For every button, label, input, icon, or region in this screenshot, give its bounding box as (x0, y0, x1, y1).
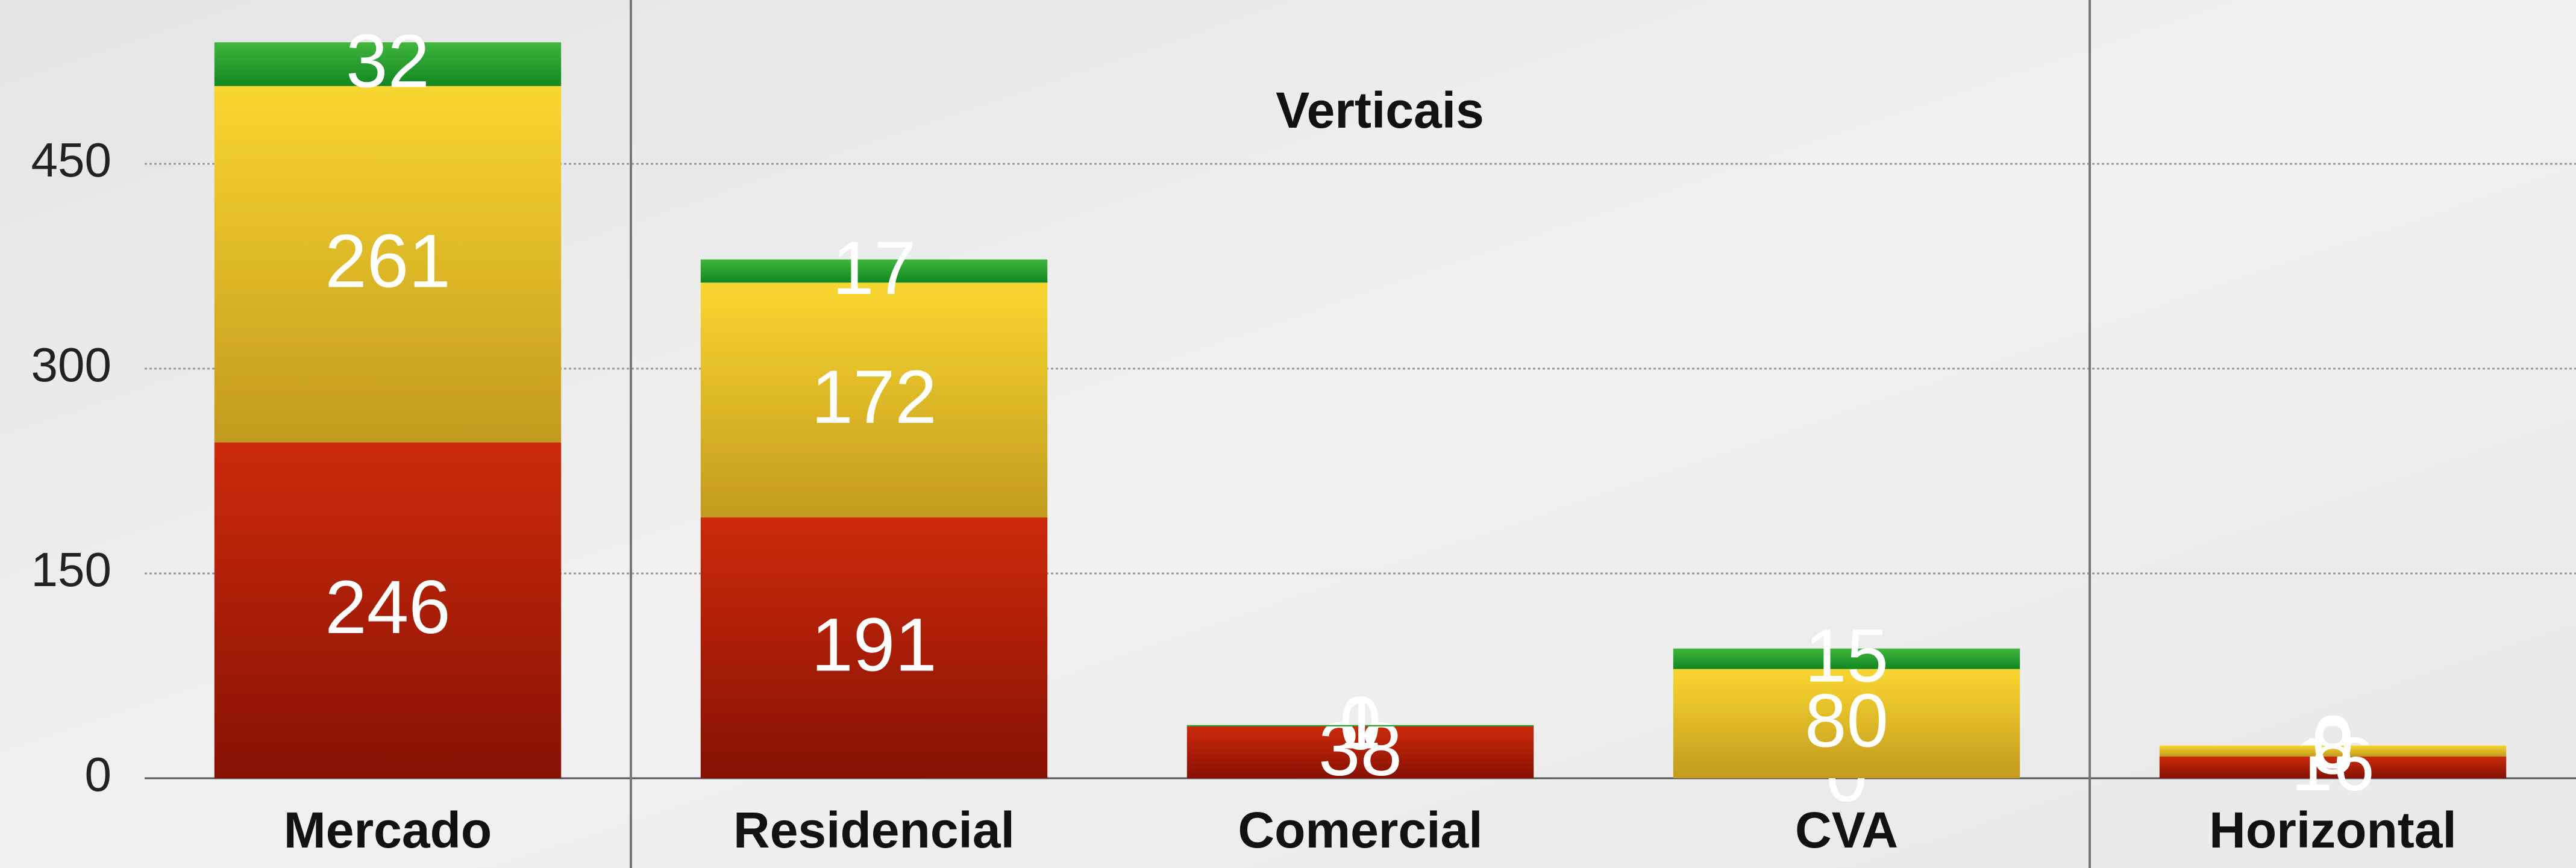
y-tick-label: 450 (31, 133, 111, 187)
bar-segment (1186, 725, 1534, 726)
bar-segment (214, 442, 562, 778)
value-label: 15 (1805, 614, 1888, 698)
value-label: 16 (2291, 723, 2375, 807)
bar-segment (2159, 756, 2507, 778)
x-tick-label: Mercado (284, 802, 492, 858)
value-label: 80 (1805, 679, 1888, 763)
value-label: 191 (811, 604, 937, 687)
y-tick-label: 300 (31, 338, 111, 392)
value-label: 32 (346, 20, 430, 104)
bar-segment (1186, 726, 1534, 778)
bar-segment (1673, 648, 2020, 669)
bar-segment (700, 283, 1048, 518)
value-label: 261 (325, 220, 451, 304)
bar-segment (1673, 669, 2020, 778)
value-label: 38 (1318, 708, 1402, 792)
x-tick-label: Comercial (1238, 802, 1482, 858)
y-tick-label: 0 (85, 748, 112, 801)
x-tick-label: Residencial (733, 802, 1015, 858)
bar-segment (700, 259, 1048, 283)
value-label: 1 (1340, 681, 1382, 765)
value-label: 0 (1340, 682, 1382, 766)
x-tick-label: Horizontal (2209, 802, 2457, 858)
value-label: 246 (325, 566, 451, 649)
value-label: 17 (832, 226, 916, 310)
annotation: Verticais (1276, 82, 1484, 139)
value-label: 0 (2312, 701, 2354, 785)
bar-segment (214, 86, 562, 443)
value-label: 8 (2312, 707, 2354, 790)
bar-segment (700, 517, 1048, 778)
bar-segment (214, 42, 562, 86)
bar-segment (2159, 745, 2507, 757)
value-label: 172 (811, 355, 937, 439)
y-tick-label: 150 (31, 543, 111, 596)
x-tick-label: CVA (1795, 802, 1898, 858)
